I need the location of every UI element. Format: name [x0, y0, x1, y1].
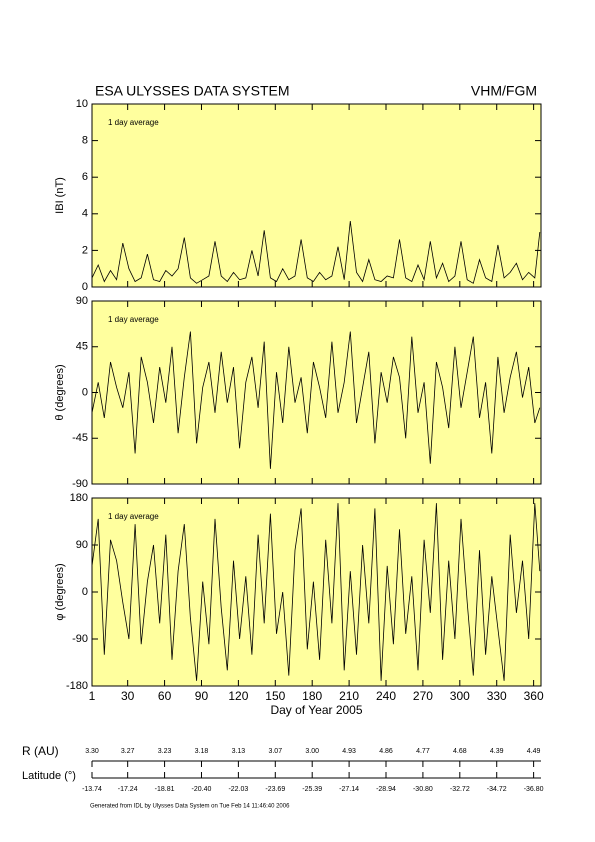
- y-tick-label: 90: [76, 539, 88, 551]
- latitude-value: -36.80: [524, 786, 544, 793]
- r-value: 3.18: [195, 748, 209, 755]
- y-tick-label: 0: [82, 586, 88, 598]
- panel-frame: [91, 103, 542, 288]
- latitude-value: -34.72: [487, 786, 507, 793]
- x-tick-label: 360: [524, 689, 544, 703]
- latitude-value: -25.39: [302, 786, 322, 793]
- title: ESA ULYSSES DATA SYSTEM: [95, 83, 290, 99]
- y-tick-label: -90: [72, 633, 88, 645]
- r-label: R (AU): [22, 744, 59, 758]
- panel: [92, 498, 541, 686]
- y-tick-label: 8: [82, 135, 88, 147]
- r-value: 4.93: [342, 748, 356, 755]
- r-value: 4.39: [490, 748, 504, 755]
- r-value: 3.23: [158, 748, 172, 755]
- latitude-value: -28.94: [376, 786, 396, 793]
- r-value: 4.49: [527, 748, 541, 755]
- y-tick-label: 2: [82, 244, 88, 256]
- x-tick-label: 1: [89, 689, 96, 703]
- r-value: 4.68: [453, 748, 467, 755]
- latitude-value: -13.74: [82, 786, 102, 793]
- latitude-value: -32.72: [450, 786, 470, 793]
- y-tick-label: 4: [82, 208, 88, 220]
- x-tick-label: 240: [376, 689, 396, 703]
- latitude-value: -27.14: [339, 786, 359, 793]
- data-line: [92, 221, 541, 284]
- x-tick-label: 300: [450, 689, 470, 703]
- r-value: 4.86: [379, 748, 393, 755]
- footer: Generated from IDL by Ulysses Data Syste…: [90, 804, 290, 810]
- panel: [92, 104, 541, 287]
- panel: [92, 301, 541, 484]
- y-axis-label: IBI (nT): [54, 177, 66, 214]
- panel-frame: [91, 497, 542, 687]
- x-tick-label: 30: [121, 689, 135, 703]
- panel-frame: [91, 300, 542, 485]
- y-tick-label: -45: [72, 432, 88, 444]
- latitude-value: -20.40: [192, 786, 212, 793]
- y-axis-label: φ (degrees): [54, 563, 66, 620]
- y-tick-label: 6: [82, 171, 88, 183]
- x-tick-label: 60: [158, 689, 172, 703]
- y-tick-label: 180: [70, 492, 88, 504]
- r-value: 3.00: [305, 748, 319, 755]
- x-tick-label: 150: [265, 689, 285, 703]
- r-value: 3.30: [85, 748, 99, 755]
- r-value: 3.13: [232, 748, 246, 755]
- y-tick-label: 0: [82, 386, 88, 398]
- x-tick-label: 120: [228, 689, 248, 703]
- y-tick-label: -180: [66, 680, 88, 692]
- data-line: [92, 331, 541, 469]
- y-axis-label: θ (degrees): [54, 364, 66, 420]
- data-line: [92, 503, 541, 681]
- latitude-value: -22.03: [228, 786, 248, 793]
- annotation: 1 day average: [108, 512, 159, 521]
- y-tick-label: 90: [76, 295, 88, 307]
- latitude-value: -17.24: [118, 786, 138, 793]
- x-tick-label: 270: [413, 689, 433, 703]
- x-tick-label: 330: [487, 689, 507, 703]
- r-value: 4.77: [416, 748, 430, 755]
- r-value: 3.27: [121, 748, 135, 755]
- annotation: 1 day average: [108, 118, 159, 127]
- y-tick-label: 10: [76, 98, 88, 110]
- y-tick-label: 45: [76, 341, 88, 353]
- r-value: 3.07: [268, 748, 282, 755]
- annotation: 1 day average: [108, 315, 159, 324]
- x-axis-label: Day of Year 2005: [270, 703, 362, 717]
- x-tick-label: 90: [195, 689, 209, 703]
- y-tick-label: 0: [82, 281, 88, 293]
- y-tick-label: -90: [72, 478, 88, 490]
- latitude-value: -18.81: [155, 786, 175, 793]
- latitude-label: Latitude (°): [22, 770, 76, 782]
- latitude-value: -30.80: [413, 786, 433, 793]
- latitude-value: -23.69: [265, 786, 285, 793]
- x-tick-label: 210: [339, 689, 359, 703]
- instrument: VHM/FGM: [471, 83, 537, 99]
- x-tick-label: 180: [302, 689, 322, 703]
